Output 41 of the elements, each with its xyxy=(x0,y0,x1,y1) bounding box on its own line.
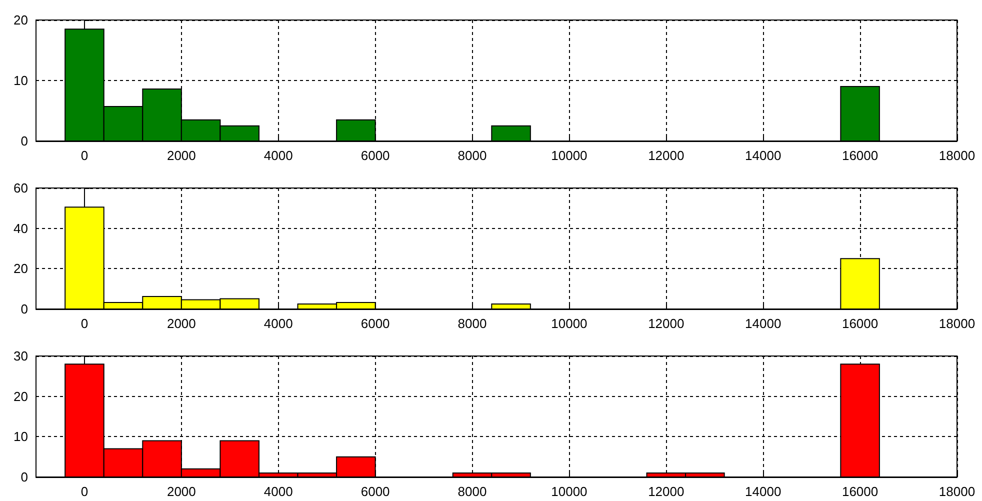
x-tick-label: 16000 xyxy=(842,484,878,499)
y-tick-label: 10 xyxy=(14,73,28,88)
x-tick-label: 12000 xyxy=(648,484,684,499)
x-tick-label: 0 xyxy=(80,484,88,499)
x-tick-label: 12000 xyxy=(648,316,684,331)
x-tick-label: 2000 xyxy=(166,316,196,331)
x-tick-label: 4000 xyxy=(264,484,293,499)
x-tick-label: 4000 xyxy=(264,316,293,331)
y-tick-label: 20 xyxy=(14,388,28,404)
y-tick-label: 40 xyxy=(14,220,28,236)
x-tick-label: 18000 xyxy=(938,316,976,331)
x-tick-label: 2000 xyxy=(166,484,196,499)
x-tick-label: 10000 xyxy=(551,148,588,163)
x-tick-label: 18000 xyxy=(938,148,976,163)
x-tick-label: 4000 xyxy=(264,148,293,163)
x-tick-label: 16000 xyxy=(842,148,878,163)
x-tick-label: 10000 xyxy=(551,484,588,499)
x-tick-label: 6000 xyxy=(360,484,390,499)
x-tick-label: 14000 xyxy=(745,148,782,163)
x-tick-label: 8000 xyxy=(458,316,487,331)
x-tick-label: 18000 xyxy=(938,484,976,499)
x-tick-label: 6000 xyxy=(360,148,390,163)
y-tick-label: 0 xyxy=(20,470,28,484)
y-tick-label: 30 xyxy=(14,348,28,364)
x-tick-label: 14000 xyxy=(745,484,782,499)
x-tick-label: 6000 xyxy=(360,316,390,331)
x-tick-label: 10000 xyxy=(551,316,588,331)
x-tick-label: 0 xyxy=(80,316,88,331)
x-tick-label: 14000 xyxy=(745,316,782,331)
x-tick-label: 2000 xyxy=(166,148,196,163)
x-tick-label: 16000 xyxy=(842,316,878,331)
y-tick-label: 60 xyxy=(14,180,28,196)
y-tick-label: 20 xyxy=(14,261,28,276)
x-tick-label: 12000 xyxy=(648,148,684,163)
y-tick-label: 10 xyxy=(14,429,28,444)
x-tick-label: 0 xyxy=(80,148,88,163)
y-tick-label: 0 xyxy=(20,134,28,148)
y-tick-label: 0 xyxy=(20,302,28,316)
x-tick-label: 8000 xyxy=(458,484,487,499)
x-tick-label: 8000 xyxy=(458,148,487,163)
y-tick-label: 20 xyxy=(14,12,28,28)
